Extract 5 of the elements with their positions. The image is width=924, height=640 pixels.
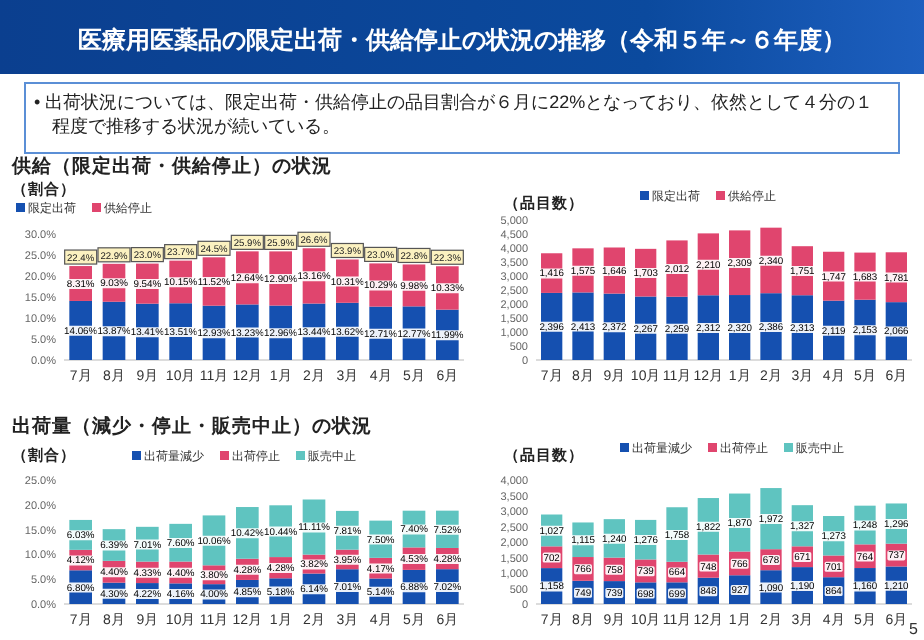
chart-title: 出荷量（減少・停止・販売中止）の状況: [12, 414, 372, 438]
text: 医療用医薬品の限定出荷・供給停止の状況の推移（令和５年～６年度）: [78, 26, 846, 54]
chart-title: 供給（限定出荷・供給停止）の状況: [10, 154, 332, 178]
text: • 出荷状況については、限定出荷・供給停止の品目割合が６月に22%となっており、依然として４分の１程度で推移する状況が続いている。: [34, 90, 876, 138]
text: 5: [909, 620, 920, 638]
